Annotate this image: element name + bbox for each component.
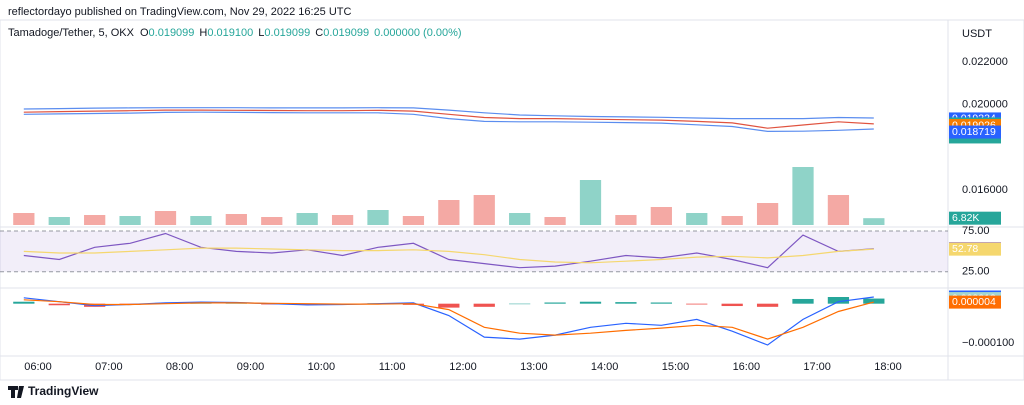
- legend: Tamadoge/Tether, 5, OKX O 0.019099 H 0.01910…: [8, 27, 462, 39]
- x-tick-label: 16:00: [733, 361, 761, 373]
- bar: [863, 298, 885, 304]
- bar: [686, 213, 708, 225]
- bar: [438, 303, 460, 308]
- bar: [296, 213, 318, 225]
- logo: [8, 386, 24, 398]
- x-tick-label: 06:00: [24, 361, 52, 373]
- bar: [792, 167, 814, 225]
- legend-key: L: [258, 27, 264, 39]
- bar: [473, 303, 495, 307]
- series-line: [23, 109, 874, 129]
- series-line: [23, 111, 874, 133]
- bar: [402, 216, 425, 225]
- price-tag: [949, 242, 1001, 256]
- bar: [615, 302, 637, 304]
- legend-value: 0.000000 (0.00%): [374, 27, 461, 39]
- bar: [84, 215, 106, 225]
- bar: [863, 218, 885, 225]
- frame: [0, 19, 1024, 381]
- bar: [261, 217, 283, 225]
- footer: TradingView: [28, 384, 99, 398]
- bar: [544, 217, 566, 225]
- x-tick-label: 10:00: [308, 361, 336, 373]
- bar: [509, 213, 531, 225]
- bar: [225, 214, 247, 225]
- x-tick-label: 18:00: [874, 361, 902, 373]
- legend-value: 0.019099: [149, 27, 195, 39]
- bar: [827, 195, 850, 225]
- bar: [544, 302, 566, 304]
- bar: [13, 301, 35, 304]
- y-tick-label: 0.016000: [962, 184, 1008, 196]
- rsi-band: [0, 231, 948, 272]
- y-tick-label: 0.022000: [962, 56, 1008, 68]
- bar: [367, 210, 389, 225]
- x-tick-label: 07:00: [95, 361, 123, 373]
- bar: [579, 180, 602, 225]
- bar: [13, 213, 35, 225]
- legend-value: 0.019099: [264, 27, 310, 39]
- bar: [48, 303, 70, 306]
- bar: [686, 303, 708, 305]
- bar: [756, 303, 779, 307]
- bar: [756, 203, 779, 225]
- legend-key: O: [140, 27, 149, 39]
- x-tick-label: 11:00: [379, 361, 406, 373]
- x-tick-label: 12:00: [449, 361, 477, 373]
- x-tick-label: 14:00: [591, 361, 619, 373]
- series-line: [23, 299, 874, 340]
- series-line: [23, 247, 874, 264]
- x-tick-label: 08:00: [166, 361, 194, 373]
- bar: [721, 303, 743, 307]
- x-tick-label: 09:00: [237, 361, 265, 373]
- bar: [827, 296, 850, 304]
- series-line: [23, 107, 874, 120]
- legend-key: C: [315, 27, 323, 39]
- bar: [154, 211, 177, 225]
- y-tick-label: −0.000100: [962, 337, 1014, 349]
- legend-key: H: [199, 27, 207, 39]
- x-tick-label: 13:00: [520, 361, 548, 373]
- series-line: [23, 232, 874, 269]
- header: reflectordayo published on TradingView.c…: [8, 6, 352, 18]
- bar: [48, 217, 70, 225]
- bar: [721, 216, 743, 225]
- bar: [615, 215, 637, 225]
- price-tag: [949, 125, 1001, 139]
- price-tag-label: 6.82K: [952, 212, 979, 224]
- bar: [650, 302, 672, 304]
- y-tick-label: 0.020000: [962, 99, 1008, 111]
- price-tag-label: 0.000004: [952, 296, 996, 308]
- y-tick-label: 75.00: [962, 225, 990, 237]
- bar: [650, 207, 672, 225]
- bar: [579, 301, 602, 304]
- bar: [473, 195, 495, 225]
- legend-value: 0.019099: [323, 27, 369, 39]
- bar: [509, 303, 531, 305]
- price-tag-label: 0.018719: [952, 126, 996, 138]
- bar: [438, 200, 460, 225]
- price-tag: [949, 211, 1001, 225]
- legend-value: 0.019100: [207, 27, 253, 39]
- bar: [792, 298, 814, 304]
- price-tag: [949, 295, 1001, 309]
- y-tick-label: 25.00: [962, 266, 990, 278]
- x-tick-label: 17:00: [803, 361, 831, 373]
- y-axis-label: USDT: [962, 28, 992, 40]
- series-line: [23, 296, 874, 346]
- price-tag-label: 52.78: [952, 243, 978, 255]
- symbol: Tamadoge/Tether, 5, OKX: [8, 27, 135, 39]
- x-tick-label: 15:00: [662, 361, 690, 373]
- bar: [190, 216, 212, 225]
- bar: [119, 216, 141, 225]
- bar: [331, 215, 354, 225]
